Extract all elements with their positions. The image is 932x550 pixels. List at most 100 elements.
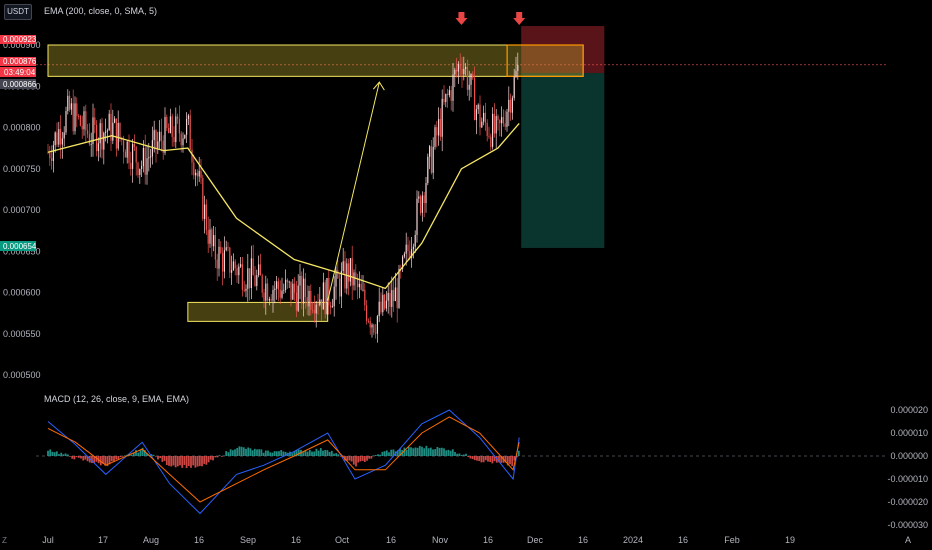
macd-histogram-bar [476,456,478,461]
macd-histogram-bar [467,456,469,457]
candle-body [143,148,144,166]
candle-body [118,123,119,149]
candle-body [334,287,335,307]
candle-body [371,325,372,328]
macd-histogram-bar [219,455,221,456]
candle-body [55,132,56,145]
candle-body [294,284,295,293]
macd-histogram-bar [78,456,80,458]
candle-body [254,275,255,286]
macd-histogram-bar [217,456,219,457]
time-tick-label: 17 [98,535,108,545]
candle-body [78,116,79,117]
macd-histogram-bar [223,456,225,457]
macd-histogram-bar [195,456,197,468]
candle-body [312,310,313,311]
candle-body [272,290,273,301]
candle-body [253,258,254,275]
macd-histogram-bar [261,449,263,456]
candle-body [218,247,219,269]
target-price-tag: 0.000654 [3,242,37,251]
candle-body [341,271,342,296]
candle-body [470,74,471,85]
candle-body [67,96,68,111]
candle-body [330,305,331,307]
macd-histogram-bar [410,447,412,456]
price-tags: 0.000923 0.000876 03:49:04 0.000866 0.00… [0,35,37,251]
macd-histogram-bar [371,456,373,459]
candle-body [440,119,441,137]
price-tick-label: 0.000800 [3,123,41,133]
candle-body [420,196,421,212]
macd-histogram-bar [212,456,214,460]
candle-body [251,258,252,288]
candle-body [123,140,124,152]
time-tick-label: 16 [194,535,204,545]
ema-indicator-title[interactable]: EMA (200, close, 0, SMA, 5) [44,6,157,16]
candle-body [325,282,326,314]
time-tick-label: Jul [42,535,54,545]
macd-histogram-bar [173,456,175,465]
macd-histogram-bar [423,448,425,456]
candle-body [289,282,290,283]
macd-indicator-title[interactable]: MACD (12, 26, close, 9, EMA, EMA) [44,394,189,404]
macd-histogram-bar [164,456,166,461]
candle-body [244,290,245,291]
macd-histogram-bar [518,451,520,456]
macd-histogram-bar [353,456,355,465]
macd-histogram-bar [489,456,491,462]
candle-body [458,64,459,72]
candle-body [109,114,110,131]
time-axis[interactable]: Jul 17 Aug 16 Sep 16 Oct 16 Nov 16 Dec 16 2024 16 Feb 1… [42,535,795,545]
candle-body [222,253,223,272]
candle-body [449,90,450,95]
candle-body [505,123,506,126]
candle-body [431,146,432,173]
candle-body [395,287,396,301]
macd-histogram-bar [327,450,329,456]
macd-histogram-bar [221,456,223,457]
candle-body [213,235,214,246]
macd-histogram-bar [379,455,381,456]
macd-histogram-bar [452,449,454,456]
candle-body [98,143,99,151]
candle-body [159,132,160,142]
candle-body [80,116,81,126]
macd-histogram-bar [82,456,84,460]
macd-tick-label: -0.000030 [887,520,928,530]
candle-body [164,117,165,153]
auto-scale-button[interactable]: A [905,535,911,545]
candle-body [316,305,317,314]
candle-body [353,272,354,285]
macd-histogram-bar [254,449,256,456]
macd-histogram-bar [364,456,366,462]
candle-body [452,74,453,100]
macd-histogram-bar [74,456,76,459]
timezone-icon[interactable]: Z [2,536,7,545]
macd-tick-label: 0.000000 [890,451,928,461]
macd-histogram-bar [67,454,69,456]
macd-histogram-bar [445,450,447,456]
macd-histogram-bar [184,456,186,465]
macd-histogram-bar [157,456,159,459]
macd-tick-label: -0.000010 [887,474,928,484]
macd-histogram-bar [492,456,494,463]
candle-body [386,301,387,309]
macd-histogram-bar [274,451,276,456]
candle-body [127,142,128,158]
candle-body [355,272,356,278]
macd-histogram-bar [241,447,243,456]
candle-body [74,103,75,131]
candle-body [352,258,353,285]
macd-histogram-bar [159,456,161,458]
candle-body [433,147,434,173]
candle-body [379,302,380,316]
macd-histogram-bar [76,456,78,457]
candle-body [382,295,383,312]
candle-body [436,127,437,135]
macd-histogram-bar [166,456,168,465]
price-axis[interactable]: 0.0009000.0008500.0008000.0007500.000700… [3,40,41,380]
symbol-badge[interactable]: USDT [4,4,32,20]
candle-body [512,98,513,113]
